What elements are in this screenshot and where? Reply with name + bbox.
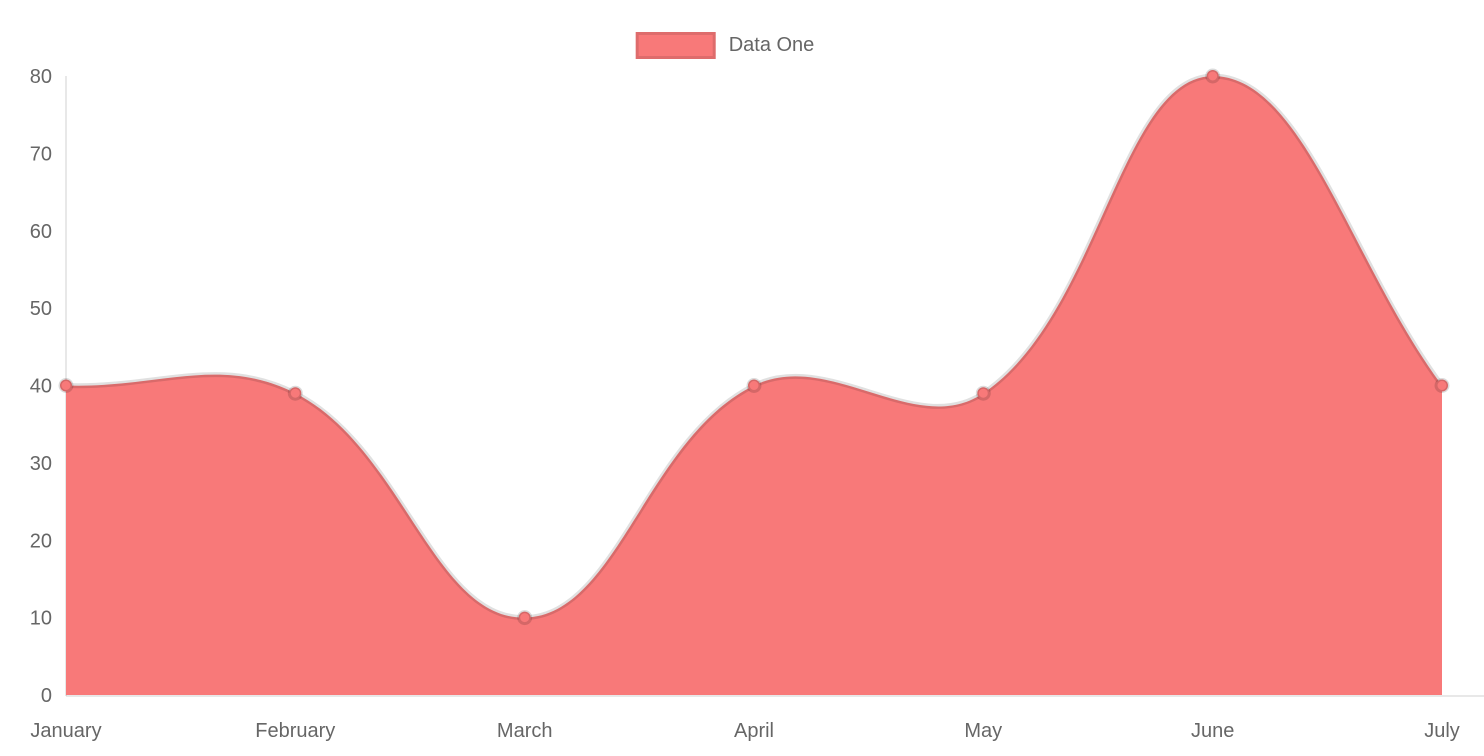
- y-tick-label: 80: [30, 66, 52, 88]
- legend-swatch: [635, 32, 716, 59]
- data-point[interactable]: [517, 610, 533, 626]
- x-tick-label: March: [497, 720, 553, 742]
- legend-item-data-one[interactable]: Data One: [635, 32, 815, 59]
- x-tick-label: June: [1191, 720, 1234, 742]
- x-tick-label: April: [734, 720, 774, 742]
- x-tick-label: January: [30, 720, 101, 742]
- x-tick-label: July: [1424, 720, 1460, 742]
- legend-label: Data One: [728, 34, 815, 56]
- y-tick-label: 10: [30, 608, 52, 630]
- y-tick-label: 60: [30, 221, 52, 243]
- x-tick-label: May: [964, 720, 1002, 742]
- y-tick-label: 0: [41, 685, 52, 707]
- y-tick-label: 70: [30, 143, 52, 165]
- data-point[interactable]: [746, 378, 762, 393]
- y-tick-label: 50: [30, 298, 52, 320]
- data-point[interactable]: [287, 385, 303, 401]
- y-tick-label: 40: [30, 376, 52, 398]
- data-point[interactable]: [1434, 378, 1450, 393]
- data-point[interactable]: [1205, 68, 1221, 84]
- x-tick-label: February: [255, 720, 335, 742]
- data-point[interactable]: [975, 385, 991, 401]
- data-point[interactable]: [58, 378, 74, 393]
- series-line: [63, 73, 1445, 621]
- y-tick-label: 20: [30, 530, 52, 552]
- y-tick-label: 30: [30, 453, 52, 475]
